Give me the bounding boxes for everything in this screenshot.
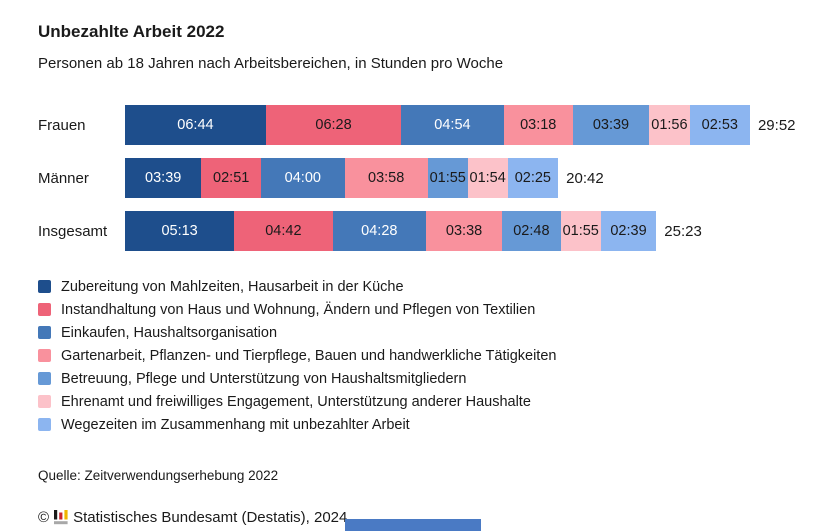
bar-segment: 02:25 — [507, 158, 559, 198]
legend-item: Ehrenamt und freiwilliges Engagement, Un… — [38, 390, 789, 413]
bar-segment: 02:48 — [502, 211, 561, 251]
bar-segment: 03:18 — [503, 105, 573, 145]
chart-legend: Zubereitung von Mahlzeiten, Hausarbeit i… — [38, 275, 789, 436]
chart-subtitle: Personen ab 18 Jahren nach Arbeitsbereic… — [38, 55, 504, 72]
bar-segment: 01:55 — [560, 211, 601, 251]
legend-swatch — [38, 303, 51, 316]
legend-item: Instandhaltung von Haus und Wohnung, Änd… — [38, 298, 789, 321]
stacked-bar-chart: Frauen 06:44 06:28 04:54 03:18 03:39 01:56 02:5… — [38, 105, 796, 251]
total-label: 20:42 — [566, 169, 604, 187]
bar-segment: 03:39 — [572, 105, 650, 145]
copyright-symbol: © — [38, 509, 50, 526]
bar-segment: 06:28 — [265, 105, 402, 145]
legend-label: Zubereitung von Mahlzeiten, Hausarbeit i… — [61, 278, 404, 295]
bar-segment: 02:53 — [689, 105, 750, 145]
chart-row: Insgesamt 05:13 04:42 04:28 03:38 02:48 01:55 0… — [38, 211, 789, 251]
bar-segment: 01:56 — [649, 105, 690, 145]
legend-item: Betreuung, Pflege und Unterstützung von … — [38, 367, 789, 390]
stacked-bar: 03:39 02:51 04:00 03:58 01:55 01:54 02:25 — [125, 158, 559, 198]
bar-segment: 06:44 — [125, 105, 266, 145]
legend-label: Gartenarbeit, Pflanzen- und Tierpflege, … — [61, 347, 557, 364]
legend-label: Wegezeiten im Zusammenhang mit unbezahlt… — [61, 416, 410, 433]
copyright-line: © Statistisches Bundesamt (Destatis), 20… — [38, 509, 789, 526]
legend-item: Wegezeiten im Zusammenhang mit unbezahlt… — [38, 413, 789, 436]
legend-item: Zubereitung von Mahlzeiten, Hausarbeit i… — [38, 275, 789, 298]
legend-swatch — [38, 395, 51, 408]
legend-swatch — [38, 280, 51, 293]
bar-segment: 04:00 — [260, 158, 345, 198]
chart-row: Männer 03:39 02:51 04:00 03:58 01:55 01:54 02:2… — [38, 158, 789, 198]
total-label: 29:52 — [757, 116, 796, 134]
bar-segment: 03:58 — [344, 158, 428, 198]
category-label: Männer — [38, 169, 89, 187]
bar-segment: 01:54 — [467, 158, 508, 198]
bar-segment: 04:42 — [234, 211, 333, 251]
bar-segment: 02:51 — [201, 158, 261, 198]
destatis-bar-chart-icon — [54, 510, 68, 525]
legend-label: Einkaufen, Haushaltsorganisation — [61, 324, 278, 341]
source-note: Quelle: Zeitverwendungserhebung 2022 — [38, 468, 279, 483]
bar-segment: 04:54 — [401, 105, 504, 145]
bar-segment: 04:28 — [332, 211, 427, 251]
legend-swatch — [38, 349, 51, 362]
legend-item: Einkaufen, Haushaltsorganisation — [38, 321, 789, 344]
chart-title: Unbezahlte Arbeit 2022 — [38, 22, 225, 41]
legend-swatch — [38, 418, 51, 431]
category-label: Insgesamt — [38, 222, 108, 240]
stacked-bar: 05:13 04:42 04:28 03:38 02:48 01:55 02:39 — [125, 211, 657, 251]
bar-segment: 05:13 — [125, 211, 235, 251]
legend-label: Betreuung, Pflege und Unterstützung von … — [61, 370, 467, 387]
copyright-text: Statistisches Bundesamt (Destatis), 2024 — [73, 509, 348, 526]
chart-row: Frauen 06:44 06:28 04:54 03:18 03:39 01:56 02:5… — [38, 105, 796, 145]
legend-swatch — [38, 372, 51, 385]
partially-visible-button[interactable] — [345, 519, 481, 531]
bar-segment: 01:55 — [427, 158, 468, 198]
stacked-bar: 06:44 06:28 04:54 03:18 03:39 01:56 02:53 — [125, 105, 750, 145]
legend-label: Instandhaltung von Haus und Wohnung, Änd… — [61, 301, 536, 318]
legend-label: Ehrenamt und freiwilliges Engagement, Un… — [61, 393, 531, 410]
bar-segment: 03:39 — [125, 158, 202, 198]
legend-item: Gartenarbeit, Pflanzen- und Tierpflege, … — [38, 344, 789, 367]
legend-swatch — [38, 326, 51, 339]
total-label: 25:23 — [664, 222, 702, 240]
category-label: Frauen — [38, 116, 86, 134]
bar-segment: 02:39 — [600, 211, 657, 251]
bar-segment: 03:38 — [426, 211, 503, 251]
